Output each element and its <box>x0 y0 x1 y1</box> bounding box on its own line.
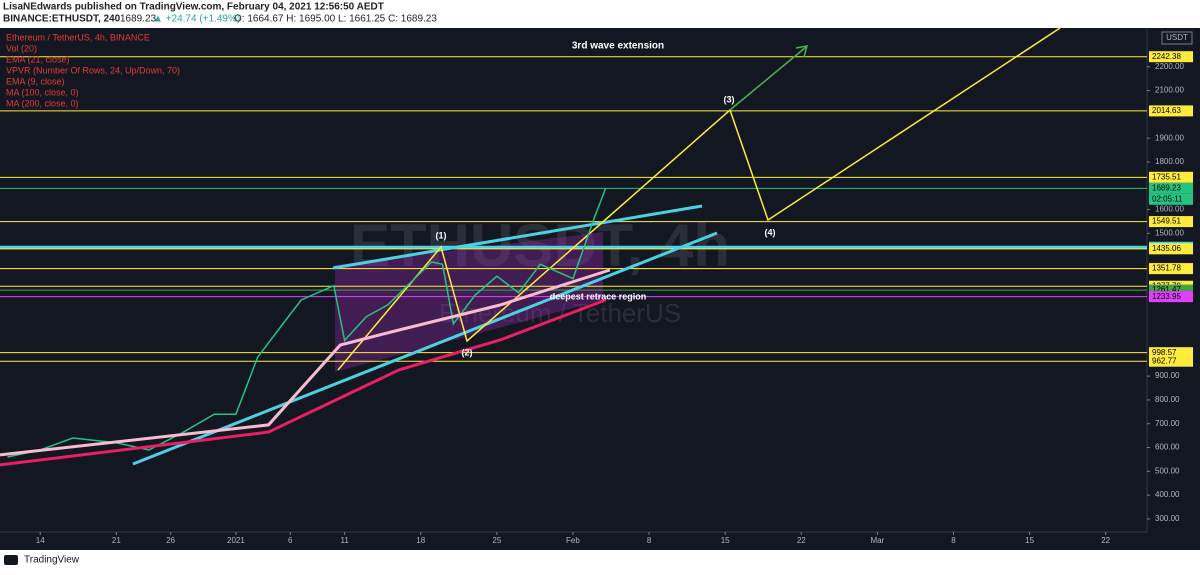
level-label: 2014.63 <box>1152 106 1181 115</box>
legend-item: MA (100, close, 0) <box>6 87 79 97</box>
level-label: 1351.78 <box>1152 264 1181 273</box>
x-tick-label: 21 <box>112 536 121 545</box>
timer-bg <box>1149 193 1193 205</box>
wave-label: (4) <box>765 227 776 237</box>
currency-box <box>1161 31 1193 45</box>
x-tick-label: 8 <box>951 536 956 545</box>
x-tick-label: 8 <box>647 536 652 545</box>
level-label-bg <box>1149 347 1193 359</box>
y-tick-label: 900.00 <box>1155 371 1180 380</box>
series-line <box>0 298 607 467</box>
x-tick-label: 18 <box>416 536 425 545</box>
arrow-head <box>795 45 809 58</box>
header-bg <box>0 0 1200 28</box>
watermark: ETHUSDT, 4h <box>350 212 730 279</box>
x-tick-label: 22 <box>1101 536 1110 545</box>
level-label: 1549.51 <box>1152 217 1181 226</box>
wave-label: (2) <box>462 347 473 357</box>
level-label-bg <box>1149 182 1193 194</box>
legend-item: Ethereum / TetherUS, 4h, BINANCE <box>6 32 150 42</box>
y-tick-label: 800.00 <box>1155 395 1180 404</box>
x-tick-label: Feb <box>566 536 580 545</box>
plot-bg <box>0 28 1200 550</box>
legend-item: VPVR (Number Of Rows, 24, Up/Down, 70) <box>6 65 180 75</box>
level-label: 1233.95 <box>1152 292 1181 301</box>
footer-logo: TradingView <box>24 555 80 566</box>
y-tick-label: 2100.00 <box>1155 86 1184 95</box>
x-tick-label: 14 <box>36 536 45 545</box>
level-label: 1435.06 <box>1152 244 1181 253</box>
annotation: deepest retrace region <box>550 291 647 301</box>
y-tick-label: 300.00 <box>1155 514 1180 523</box>
level-label-bg <box>1149 284 1193 296</box>
level-label: 962.77 <box>1152 356 1177 365</box>
arrow <box>729 46 807 111</box>
legend-item: EMA (9, close) <box>6 76 65 86</box>
level-label-bg <box>1149 51 1193 63</box>
legend-item: EMA (21, close) <box>6 54 70 64</box>
level-label-bg <box>1149 355 1193 367</box>
x-tick-label: 15 <box>1025 536 1034 545</box>
timer: 02:05:11 <box>1152 194 1183 203</box>
level-label-bg <box>1149 171 1193 183</box>
watermark-sub: Ethereum / TetherUS <box>439 298 681 328</box>
x-tick-label: 25 <box>492 536 501 545</box>
y-tick-label: 500.00 <box>1155 466 1180 475</box>
publisher: LisaNEdwards published on TradingView.co… <box>3 2 384 13</box>
y-tick-label: 600.00 <box>1155 443 1180 452</box>
level-label: 1735.51 <box>1152 172 1181 181</box>
y-tick-label: 1800.00 <box>1155 157 1184 166</box>
y-tick-label: 2200.00 <box>1155 62 1184 71</box>
symbol: BINANCE:ETHUSDT, 240 <box>3 14 121 25</box>
level-label: 1261.47 <box>1152 285 1181 294</box>
change: ▲ +24.74 (+1.49%) <box>153 14 240 25</box>
y-tick-label: 1600.00 <box>1155 205 1184 214</box>
x-tick-label: 11 <box>340 536 349 545</box>
series-line <box>0 268 611 457</box>
y-tick-label: 400.00 <box>1155 490 1180 499</box>
y-tick-label: 1500.00 <box>1155 228 1184 237</box>
trendline <box>132 231 718 466</box>
legend-item: MA (200, close, 0) <box>6 98 79 108</box>
x-tick-label: 26 <box>166 536 175 545</box>
ohlc: O: 1664.67 H: 1695.00 L: 1661.25 C: 1689… <box>234 14 437 25</box>
x-tick-label: 22 <box>797 536 806 545</box>
level-label-bg <box>1149 216 1193 228</box>
x-tick-label: Mar <box>870 536 884 545</box>
currency: USDT <box>1166 33 1188 42</box>
level-label: 1689.23 <box>1152 183 1181 192</box>
x-tick-label: 6 <box>288 536 293 545</box>
footer-bg <box>0 550 1200 570</box>
level-label-bg <box>1149 263 1193 275</box>
logo-icon <box>4 555 18 565</box>
level-label: 2242.38 <box>1152 52 1181 61</box>
level-label-bg <box>1149 105 1193 117</box>
series-line <box>7 188 607 458</box>
last-price: 1689.23 <box>120 14 157 25</box>
wave-projection <box>337 27 1061 371</box>
x-tick-label: 15 <box>721 536 730 545</box>
annotation: 3rd wave extension <box>572 41 664 52</box>
level-label-bg <box>1149 291 1193 303</box>
wave-label: (1) <box>436 230 447 240</box>
y-tick-label: 1900.00 <box>1155 133 1184 142</box>
y-tick-label: 700.00 <box>1155 419 1180 428</box>
x-tick-label: 2021 <box>227 536 245 545</box>
level-label: 998.57 <box>1152 348 1177 357</box>
level-label-bg <box>1149 243 1193 255</box>
trendline <box>332 204 703 270</box>
wave-label: (3) <box>724 94 735 104</box>
legend-item: Vol (20) <box>6 43 37 53</box>
